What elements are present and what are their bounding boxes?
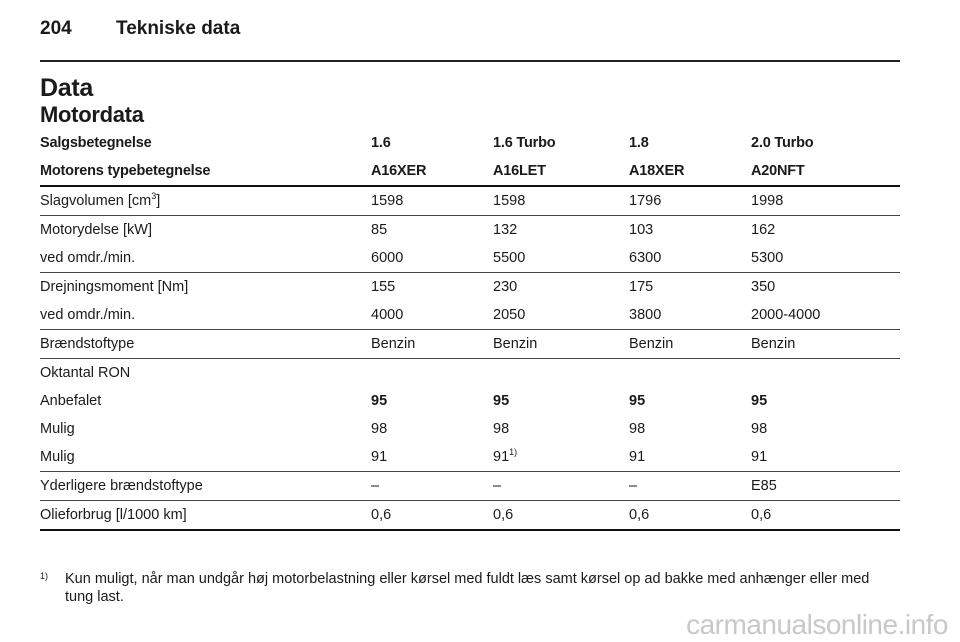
table-cell: 95 (629, 393, 646, 409)
table-cell: A16LET (493, 157, 629, 187)
superscript: 3 (151, 191, 157, 201)
engine-data-table: Salgsbetegnelse 1.6 1.6 Turbo 1.8 2.0 Tu… (40, 129, 900, 531)
table-row: ved omdr./min. 6000 5500 6300 5300 (40, 244, 900, 273)
subsection-title: Motordata (40, 102, 144, 127)
table-row: Olieforbrug [l/1000 km] 0,6 0,6 0,6 0,6 (40, 500, 900, 531)
table-header-row: Salgsbetegnelse 1.6 1.6 Turbo 1.8 2.0 Tu… (40, 129, 900, 157)
table-row: Slagvolumen [cm3] 1598 1598 1796 1998 (40, 186, 900, 216)
table-cell: 98 (751, 421, 768, 437)
table-row: ved omdr./min. 4000 2050 3800 2000-4000 (40, 301, 900, 330)
table-cell: – (493, 471, 629, 501)
table-cell: Benzin (493, 329, 629, 359)
table-cell: E85 (751, 471, 900, 501)
table-row: Mulig 91 911) 91 91 (40, 443, 900, 472)
table-cell (371, 359, 493, 388)
section-title: Data (40, 74, 93, 102)
table-row: Drejningsmoment [Nm] 155 230 175 350 (40, 273, 900, 302)
table-cell: 0,6 (751, 500, 900, 531)
table-cell: 0,6 (629, 500, 751, 531)
table-cell: 230 (493, 279, 518, 295)
table-cell: 1.6 Turbo (493, 135, 556, 151)
table-cell: A18XER (629, 157, 751, 187)
table-cell: 1.6 (371, 135, 391, 151)
table-cell: A20NFT (751, 157, 900, 187)
row-label: ved omdr./min. (40, 301, 371, 330)
row-label: Anbefalet (40, 393, 102, 409)
chapter-title: Tekniske data (116, 18, 241, 39)
table-cell (629, 359, 751, 388)
table-cell: 5500 (493, 244, 629, 273)
row-label: Motorens typebetegnelse (40, 157, 371, 187)
table-row: Anbefalet 95 95 95 95 (40, 387, 900, 415)
table-cell: 1598 (493, 186, 629, 216)
table-row: Brændstoftype Benzin Benzin Benzin Benzi… (40, 329, 900, 359)
row-label: ved omdr./min. (40, 244, 371, 273)
table-cell: 1.8 (629, 135, 649, 151)
table-cell: 162 (751, 222, 776, 238)
footnote-ref: 1) (509, 447, 518, 457)
table-cell: 91 (751, 443, 900, 472)
table-cell: 0,6 (493, 500, 629, 531)
row-label: Olieforbrug [l/1000 km] (40, 500, 371, 531)
row-label: Drejningsmoment [Nm] (40, 279, 189, 295)
row-label: Mulig (40, 443, 371, 472)
table-cell: 3800 (629, 301, 751, 330)
table-cell: 132 (493, 222, 518, 238)
table-cell: 0,6 (371, 500, 493, 531)
table-cell: Benzin (751, 329, 900, 359)
table-cell (751, 359, 900, 388)
table-cell: 6300 (629, 244, 751, 273)
page-number: 204 (40, 18, 72, 39)
table-cell: A16XER (371, 157, 493, 187)
table-cell: 6000 (371, 244, 493, 273)
table-cell: 98 (493, 421, 510, 437)
table-cell: Benzin (371, 329, 493, 359)
table-cell (493, 359, 629, 388)
row-label: Slagvolumen [cm3] (40, 186, 371, 216)
table-cell: 91 (371, 443, 493, 472)
page-header: 204 Tekniske data (40, 18, 240, 40)
table-row: Yderligere brændstoftype – – – E85 (40, 471, 900, 501)
table-cell: 5300 (751, 244, 900, 273)
table-cell: 4000 (371, 301, 493, 330)
table-cell: Benzin (629, 329, 751, 359)
row-label: Salgsbetegnelse (40, 135, 152, 151)
row-label: Oktantal RON (40, 365, 131, 381)
table-cell: 2050 (493, 301, 629, 330)
footnote-text: Kun muligt, når man undgår høj motorbela… (65, 571, 870, 605)
table-cell: 85 (371, 222, 388, 238)
row-label: Mulig (40, 421, 75, 437)
table-cell: 95 (371, 393, 388, 409)
table-cell: 2.0 Turbo (751, 135, 814, 151)
table-cell: 175 (629, 279, 654, 295)
table-cell: 155 (371, 279, 396, 295)
header-rule (40, 60, 900, 62)
table-row: Oktantal RON (40, 359, 900, 388)
table-cell: 1998 (751, 186, 900, 216)
table-row: Motorydelse [kW] 85 132 103 162 (40, 216, 900, 245)
row-label: Brændstoftype (40, 329, 371, 359)
row-label: Motorydelse [kW] (40, 222, 152, 238)
table-cell: – (371, 471, 493, 501)
watermark: carmanualsonline.info (686, 609, 948, 640)
table-cell: 911) (493, 443, 629, 472)
table-cell: 1598 (371, 186, 493, 216)
table-cell: 2000-4000 (751, 301, 900, 330)
table-cell: 95 (493, 393, 510, 409)
footnote: 1) Kun muligt, når man undgår høj motorb… (40, 570, 900, 606)
table-cell: 103 (629, 222, 654, 238)
table-cell: 95 (751, 393, 768, 409)
table-cell: 98 (371, 421, 388, 437)
table-header-row: Motorens typebetegnelse A16XER A16LET A1… (40, 157, 900, 187)
table-cell: 98 (629, 421, 646, 437)
table-cell: – (629, 471, 751, 501)
footnote-mark: 1) (40, 571, 49, 581)
table-row: Mulig 98 98 98 98 (40, 415, 900, 443)
row-label: Yderligere brændstoftype (40, 471, 371, 501)
table-cell: 350 (751, 279, 776, 295)
table-cell: 1796 (629, 186, 751, 216)
table-cell: 91 (629, 443, 751, 472)
